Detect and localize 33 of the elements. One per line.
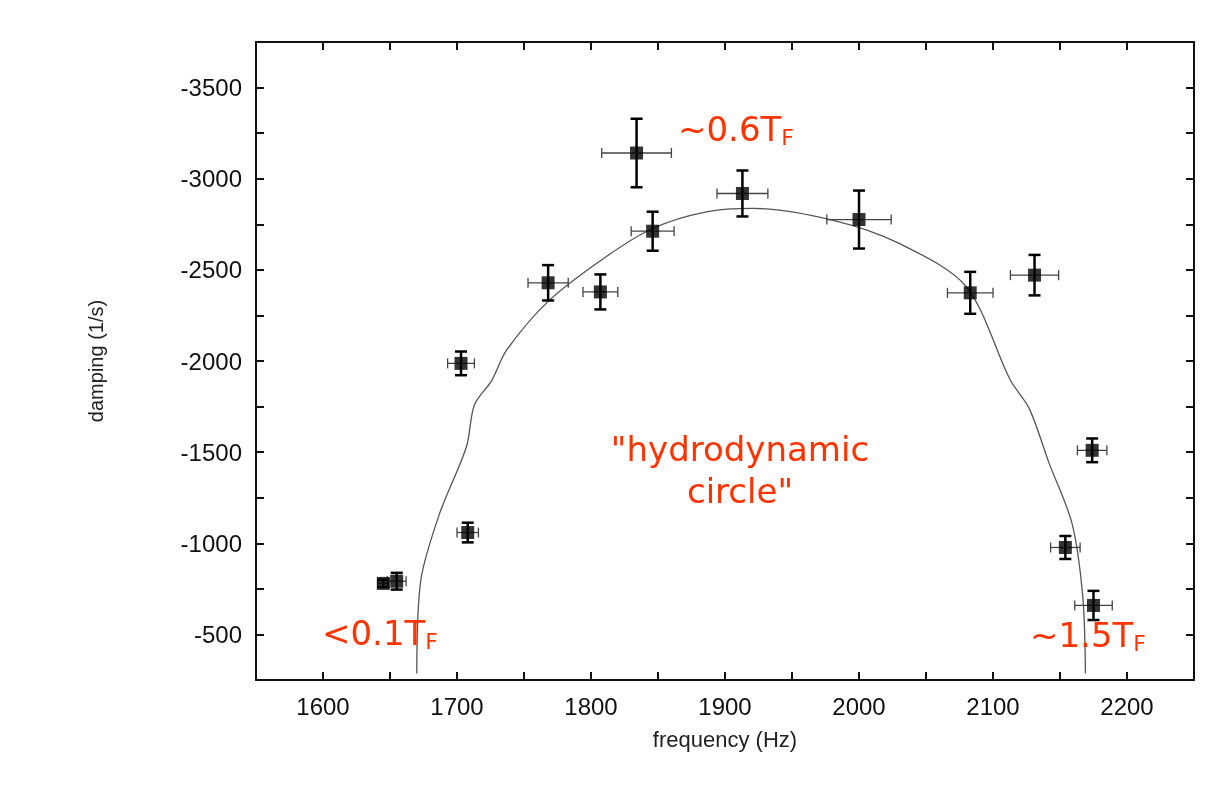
point	[461, 526, 475, 540]
x-tick-label: 2000	[832, 692, 886, 720]
annotation: ~1.5TF	[1030, 615, 1146, 656]
point	[735, 186, 749, 200]
point	[1058, 540, 1072, 554]
annotation: ~0.6TF	[678, 109, 794, 150]
point	[1087, 598, 1100, 612]
x-tick-label: 1600	[296, 692, 350, 720]
y-axis-title: damping (1/s)	[85, 299, 107, 423]
annotation: "hydrodynamic circle"	[610, 429, 870, 511]
x-axis-title: frequency (Hz)	[652, 726, 798, 752]
point	[541, 276, 555, 290]
point	[852, 213, 866, 227]
x-tick-label: 1900	[698, 692, 752, 720]
point	[1085, 443, 1099, 457]
point	[593, 285, 607, 299]
x-tick-label: 2100	[966, 692, 1020, 720]
y-tick-label: -1500	[180, 438, 242, 466]
point	[646, 224, 660, 238]
annotation: <0.1TF	[322, 613, 438, 654]
point	[963, 286, 977, 300]
y-tick-label: -500	[193, 620, 242, 648]
point	[454, 356, 468, 370]
y-tick-label: -3000	[180, 165, 242, 193]
y-tick-label: -1000	[180, 529, 242, 557]
x-tick-label: 1800	[564, 692, 618, 720]
y-tick-label: -3500	[180, 74, 242, 102]
point	[630, 146, 644, 160]
point	[1028, 268, 1042, 282]
y-tick-label: -2000	[180, 347, 242, 375]
y-tick-label: -2500	[180, 256, 242, 284]
x-tick-label: 1700	[430, 692, 484, 720]
x-tick-label: 2200	[1100, 692, 1154, 720]
